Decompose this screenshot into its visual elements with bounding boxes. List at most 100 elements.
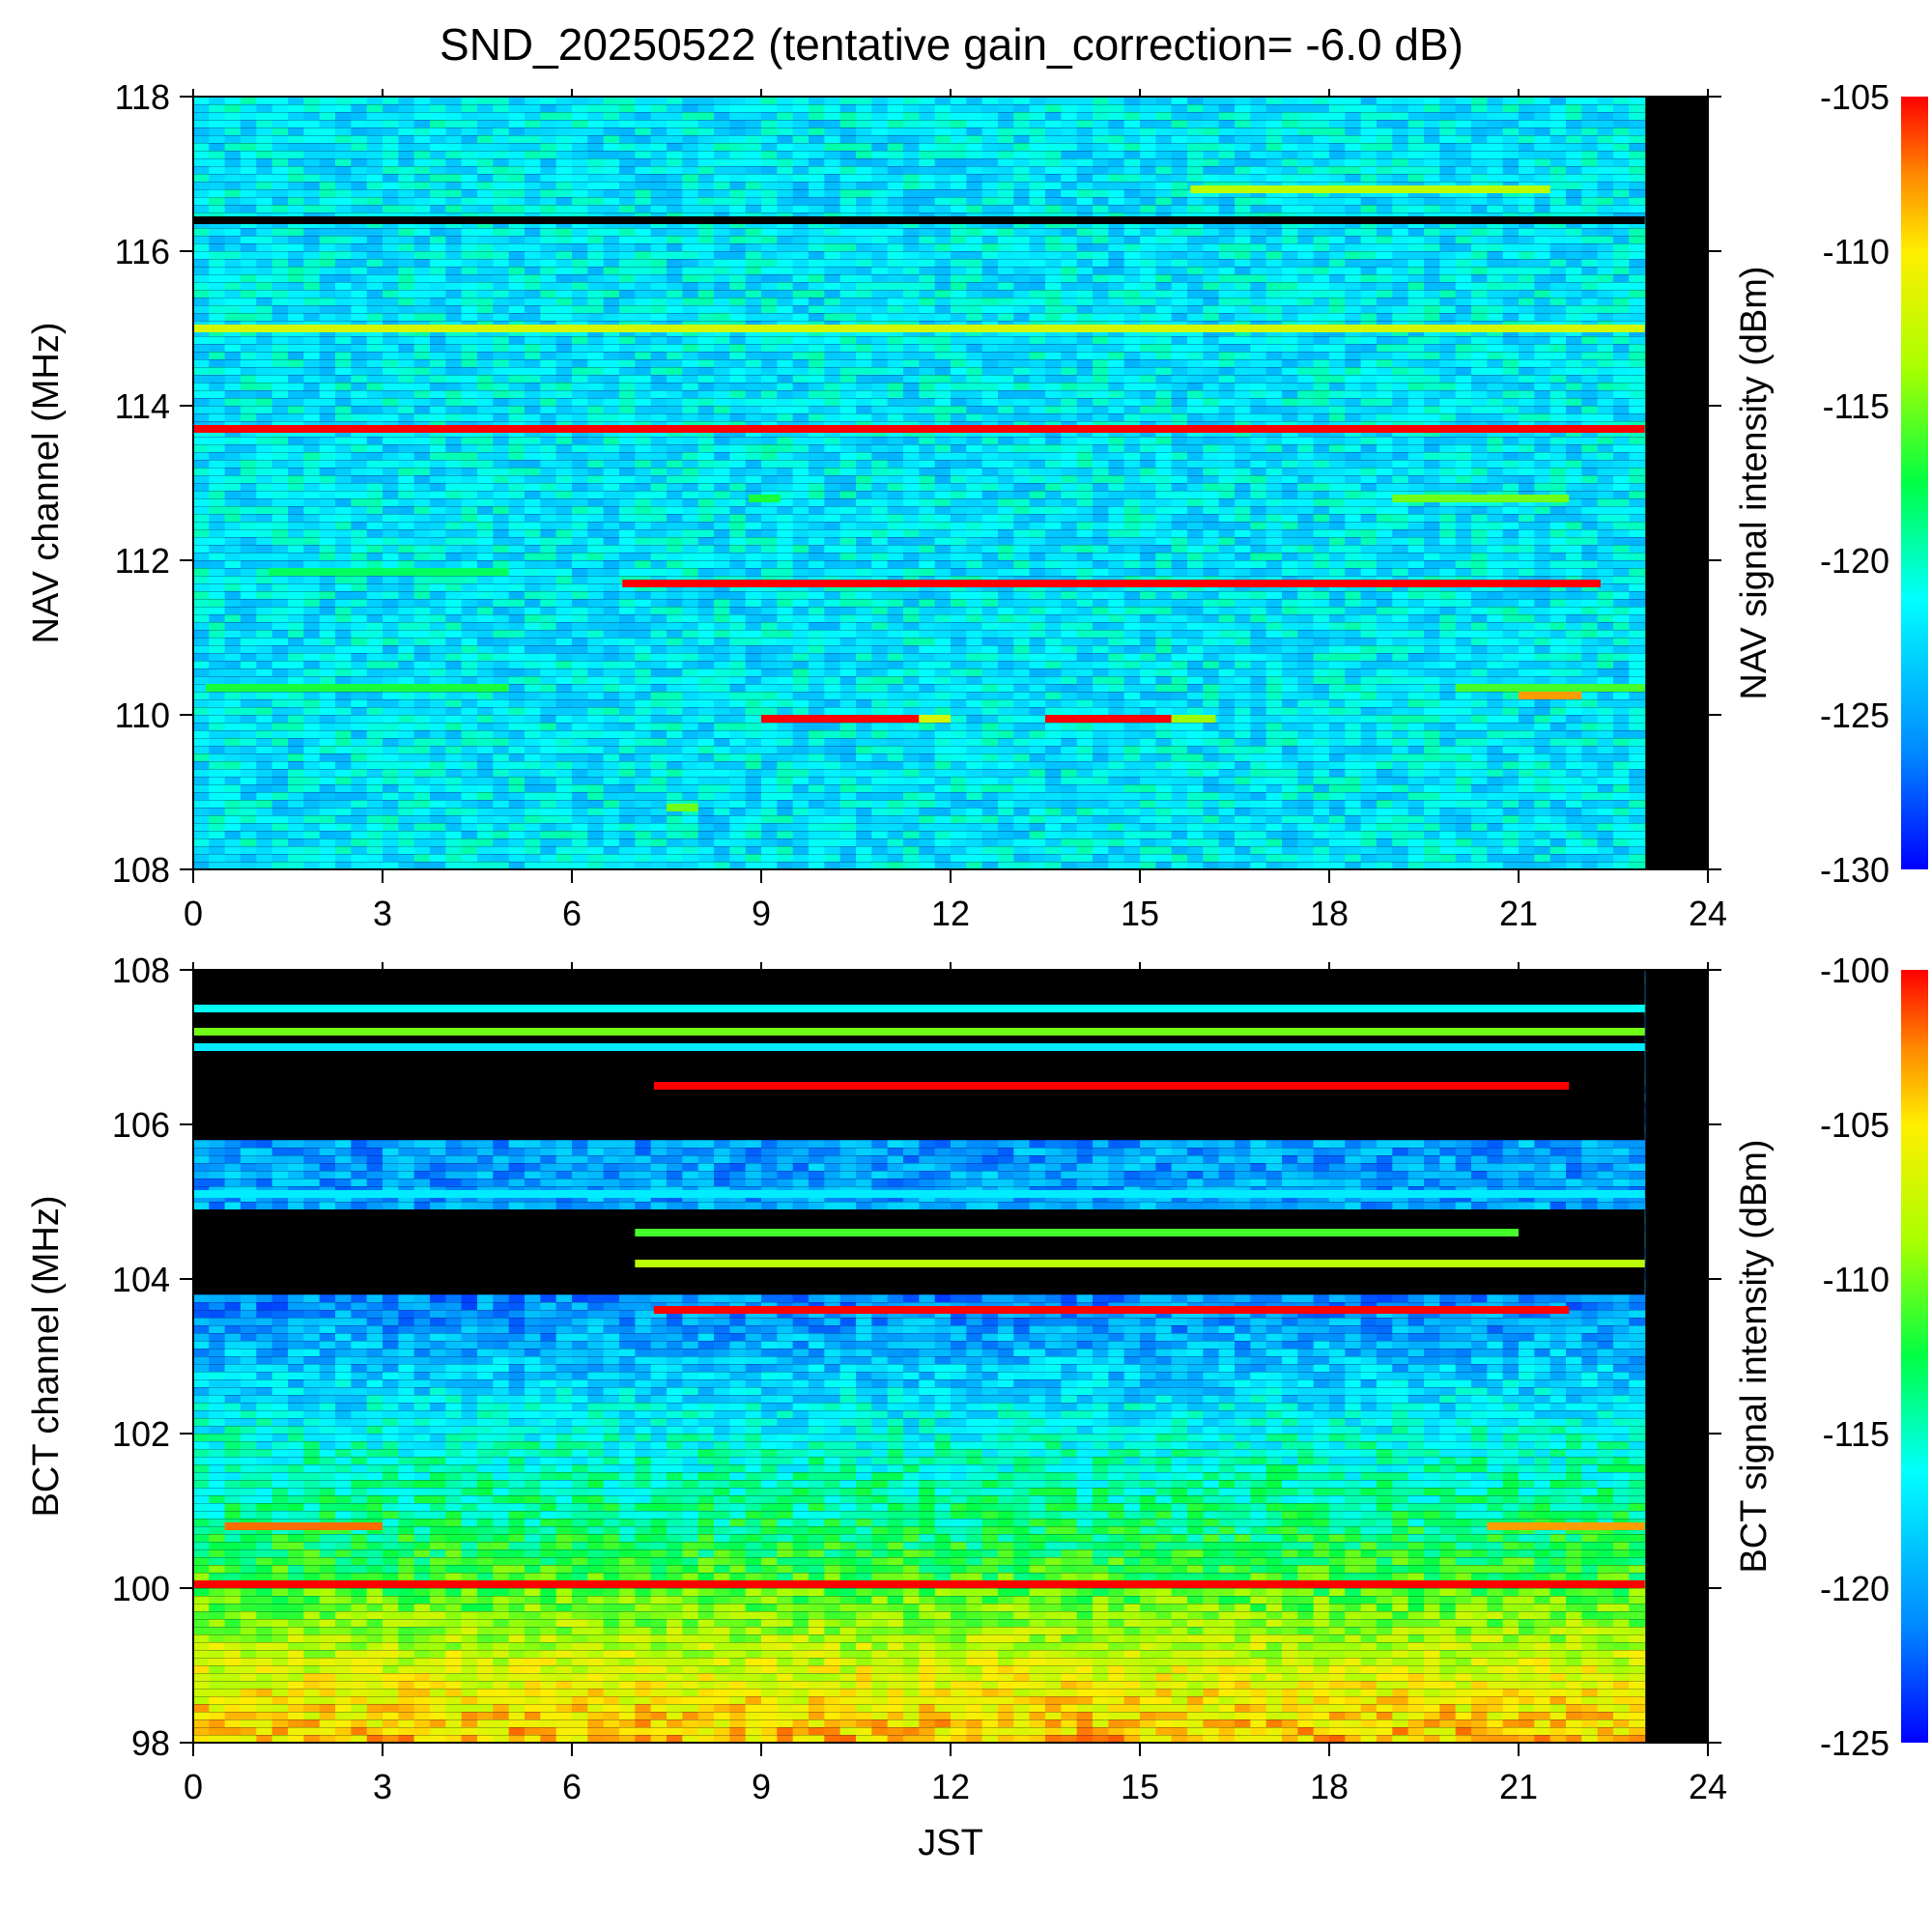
nav-heatmap-cell (682, 243, 698, 251)
nav-heatmap-cell (1030, 406, 1046, 413)
nav-heatmap-cell (1093, 197, 1109, 205)
nav-heatmap-cell (1140, 104, 1156, 112)
nav-heatmap-cell (840, 452, 857, 460)
nav-heatmap-cell (414, 336, 431, 344)
nav-heatmap-cell (241, 305, 257, 313)
nav-heatmap-cell (951, 352, 967, 359)
nav-heatmap-cell (351, 344, 367, 352)
nav-heatmap-cell (398, 128, 414, 135)
nav-heatmap-cell (682, 259, 698, 267)
nav-heatmap-cell (462, 135, 478, 143)
nav-heatmap-cell (1266, 452, 1283, 460)
nav-heatmap-cell (556, 491, 573, 498)
nav-heatmap-cell (1187, 498, 1204, 506)
nav-heatmap-cell (1598, 390, 1614, 398)
nav-heatmap-cell (998, 182, 1014, 189)
nav-heatmap-cell (888, 104, 904, 112)
nav-heatmap-cell (414, 491, 431, 498)
nav-heatmap-cell (272, 174, 289, 182)
nav-heatmap-cell (1187, 282, 1204, 290)
nav-heatmap-cell (525, 498, 541, 506)
nav-heatmap-cell (635, 243, 651, 251)
nav-heatmap-cell (824, 174, 840, 182)
nav-heatmap-cell (1345, 344, 1361, 352)
nav-heatmap-cell (1613, 367, 1630, 375)
nav-heatmap-cell (871, 313, 888, 321)
nav-heatmap-cell (1172, 313, 1188, 321)
nav-heatmap-cell (1077, 475, 1094, 483)
nav-heatmap-cell (1045, 390, 1062, 398)
nav-heatmap-cell (398, 344, 414, 352)
nav-heatmap-cell (1487, 135, 1503, 143)
nav-heatmap-cell (1203, 359, 1219, 367)
nav-heatmap-cell (241, 104, 257, 112)
nav-heatmap-cell (809, 197, 825, 205)
nav-heatmap-cell (525, 336, 541, 344)
nav-heatmap-cell (1235, 475, 1251, 483)
nav-heatmap-cell (1471, 158, 1488, 166)
nav-heatmap-cell (966, 236, 982, 243)
nav-heatmap-cell (209, 313, 225, 321)
nav-heatmap-cell (903, 174, 920, 182)
nav-heatmap-cell (1172, 189, 1188, 197)
nav-heatmap-cell (1566, 352, 1582, 359)
nav-heatmap-cell (1314, 274, 1330, 282)
nav-heatmap-cell (1250, 112, 1266, 120)
nav-heatmap-cell (635, 120, 651, 128)
nav-heatmap-cell (793, 444, 810, 452)
nav-heatmap-cell (462, 383, 478, 390)
nav-heatmap-cell (1613, 305, 1630, 313)
nav-heatmap-cell (903, 228, 920, 236)
nav-heatmap-cell (1108, 390, 1124, 398)
nav-heatmap-cell (193, 383, 210, 390)
nav-heatmap-cell (1093, 437, 1109, 444)
nav-channel-line (193, 158, 1645, 159)
nav-heatmap-cell (729, 352, 746, 359)
nav-heatmap-cell (587, 298, 604, 305)
nav-heatmap-cell (1581, 367, 1598, 375)
nav-heatmap-cell (1250, 120, 1266, 128)
nav-heatmap-cell (1250, 336, 1266, 344)
nav-heatmap-cell (272, 135, 289, 143)
nav-heatmap-cell (888, 128, 904, 135)
nav-heatmap-cell (714, 112, 730, 120)
nav-heatmap-cell (1266, 243, 1283, 251)
nav-heatmap-cell (1345, 143, 1361, 151)
nav-heatmap-cell (1408, 390, 1425, 398)
nav-heatmap-cell (761, 151, 778, 158)
nav-heatmap-cell (1030, 243, 1046, 251)
nav-channel-line (193, 375, 1645, 376)
nav-heatmap-cell (367, 375, 384, 383)
nav-heatmap-cell (1314, 375, 1330, 383)
nav-heatmap-cell (1266, 383, 1283, 390)
nav-heatmap-cell (1314, 135, 1330, 143)
nav-heatmap-cell (1598, 367, 1614, 375)
nav-heatmap-cell (477, 305, 494, 313)
nav-heatmap-cell (998, 205, 1014, 213)
nav-heatmap-cell (777, 290, 793, 298)
nav-heatmap-cell (1124, 475, 1141, 483)
nav-heatmap-cell (1155, 151, 1172, 158)
nav-heatmap-cell (335, 413, 352, 421)
nav-heatmap-cell (367, 282, 384, 290)
nav-heatmap-cell (714, 267, 730, 274)
nav-heatmap-cell (935, 452, 952, 460)
nav-heatmap-cell (1093, 120, 1109, 128)
nav-heatmap-cell (856, 197, 872, 205)
nav-heatmap-cell (1503, 205, 1520, 213)
nav-heatmap-cell (1093, 375, 1109, 383)
nav-heatmap-cell (1124, 267, 1141, 274)
nav-heatmap-cell (682, 228, 698, 236)
nav-heatmap-cell (193, 205, 210, 213)
nav-heatmap-cell (1613, 151, 1630, 158)
nav-heatmap-cell (1345, 174, 1361, 182)
nav-heatmap-cell (1487, 398, 1503, 406)
nav-heatmap-cell (1377, 267, 1393, 274)
nav-heatmap-cell (540, 336, 556, 344)
nav-heatmap-cell (320, 313, 336, 321)
nav-heatmap-cell (430, 344, 446, 352)
nav-heatmap-cell (556, 475, 573, 483)
nav-heatmap-cell (856, 359, 872, 367)
nav-heatmap-cell (414, 398, 431, 406)
nav-heatmap-cell (272, 274, 289, 282)
